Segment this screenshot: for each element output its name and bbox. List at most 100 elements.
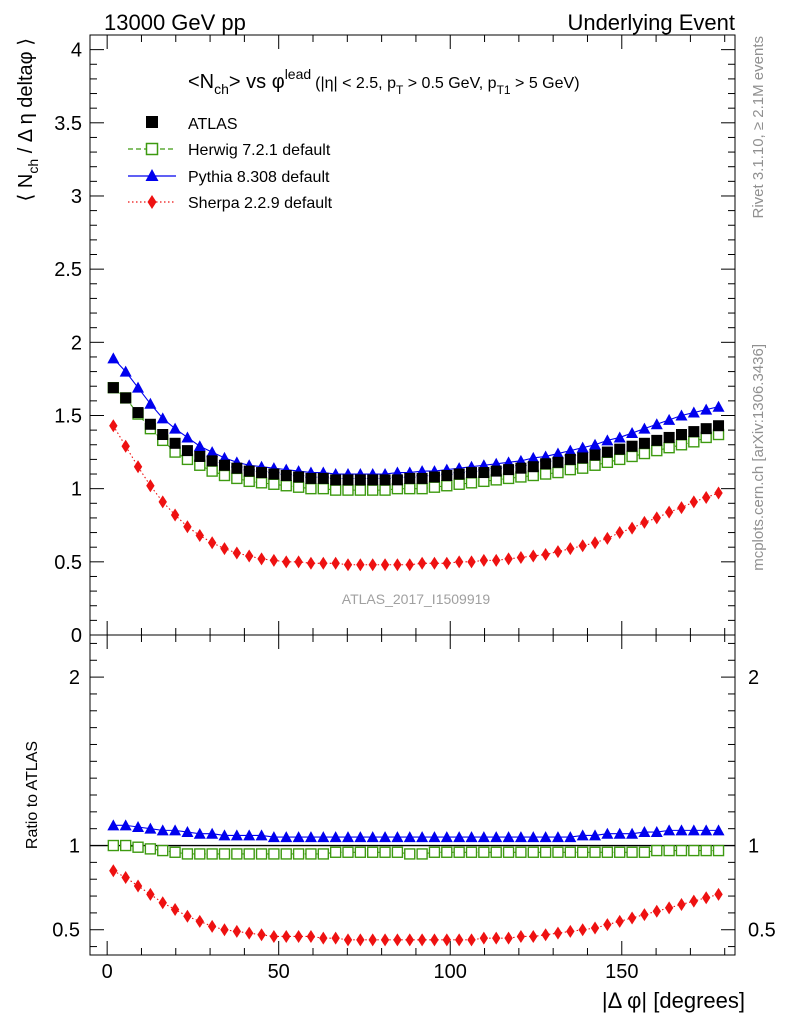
ratio-axis-ticks: 0 50 100 150 0.5 0.5 1 1 2 2 xyxy=(52,635,776,983)
data-point-atlas xyxy=(626,440,638,452)
data-point-sherpa xyxy=(652,904,661,918)
data-point-atlas xyxy=(700,423,712,435)
data-point-pythia xyxy=(440,831,453,843)
data-point-pythia xyxy=(626,427,639,439)
data-point-sherpa xyxy=(380,933,390,947)
data-point-sherpa xyxy=(504,931,513,945)
data-point-atlas xyxy=(367,474,379,486)
data-point-sherpa xyxy=(343,933,353,947)
data-point-sherpa xyxy=(207,919,217,933)
data-point-pythia xyxy=(527,451,540,463)
data-point-atlas xyxy=(268,468,280,480)
data-point-pythia xyxy=(712,824,725,836)
data-point-atlas xyxy=(218,459,230,471)
data-point-pythia xyxy=(181,826,194,838)
data-point-pythia xyxy=(354,831,367,843)
data-point-sherpa xyxy=(603,531,612,545)
data-point-herwig xyxy=(132,841,144,853)
data-point-sherpa xyxy=(590,536,600,550)
data-point-herwig xyxy=(169,846,181,858)
ylabel-ch-sub: ch xyxy=(25,159,41,174)
data-point-pythia xyxy=(638,826,651,838)
data-point-herwig xyxy=(243,475,255,488)
data-point-atlas xyxy=(206,455,218,467)
data-point-pythia xyxy=(119,365,132,377)
data-point-herwig xyxy=(305,848,317,860)
data-point-pythia xyxy=(502,831,515,843)
legend-marker-herwig xyxy=(145,142,159,156)
data-point-herwig xyxy=(119,839,132,852)
data-point-herwig xyxy=(478,846,490,858)
data-point-herwig xyxy=(243,848,255,860)
data-point-atlas xyxy=(280,469,292,481)
data-point-herwig xyxy=(416,482,428,495)
data-point-herwig xyxy=(626,846,638,858)
data-point-pythia xyxy=(613,431,626,443)
data-point-herwig xyxy=(539,468,552,480)
data-point-sherpa xyxy=(652,511,661,525)
data-point-pythia xyxy=(514,831,527,843)
ratio-line-pythia xyxy=(113,824,719,838)
data-point-herwig xyxy=(329,846,342,858)
data-point-sherpa xyxy=(393,558,402,572)
data-point-herwig xyxy=(354,484,367,496)
legend-item-pythia: Pythia 8.308 default xyxy=(128,169,330,186)
data-point-pythia xyxy=(366,831,379,843)
ratio-series-sherpa xyxy=(109,864,723,947)
main-y-tick-label: 1 xyxy=(71,479,82,501)
data-point-herwig xyxy=(441,480,453,492)
data-point-herwig xyxy=(329,484,342,496)
data-point-pythia xyxy=(650,826,663,838)
data-point-sherpa xyxy=(257,928,266,942)
data-point-sherpa xyxy=(714,486,723,500)
data-point-pythia xyxy=(304,831,317,843)
ratio-y-tick-label: 1 xyxy=(69,836,80,858)
data-point-herwig xyxy=(502,846,515,858)
data-point-sherpa xyxy=(442,556,452,570)
data-point-herwig xyxy=(428,846,441,858)
data-point-atlas xyxy=(144,418,156,430)
title-ch-sub: ch xyxy=(214,81,229,97)
data-point-sherpa xyxy=(294,555,303,569)
data-point-sherpa xyxy=(282,555,291,569)
data-point-sherpa xyxy=(121,439,130,453)
data-point-sherpa xyxy=(393,933,402,947)
data-point-pythia xyxy=(132,821,145,832)
main-series-layer xyxy=(107,352,725,572)
legend: ATLAS Herwig 7.2.1 default Pythia 8.308 … xyxy=(128,116,333,212)
data-point-herwig xyxy=(688,436,700,448)
data-point-atlas xyxy=(293,471,305,483)
data-point-atlas xyxy=(651,434,663,446)
main-plot-frame xyxy=(89,34,736,636)
data-point-pythia xyxy=(564,444,577,456)
data-point-herwig xyxy=(416,848,428,860)
data-point-sherpa xyxy=(689,495,699,509)
data-point-herwig xyxy=(552,846,564,858)
data-point-sherpa xyxy=(183,520,192,534)
data-point-atlas xyxy=(256,467,268,479)
data-point-herwig xyxy=(391,846,404,858)
data-point-pythia xyxy=(342,831,354,843)
data-point-atlas xyxy=(317,472,329,484)
data-point-pythia xyxy=(267,831,280,843)
data-point-sherpa xyxy=(615,914,624,928)
data-point-pythia xyxy=(564,831,577,843)
data-point-pythia xyxy=(193,440,206,452)
data-point-atlas xyxy=(614,443,626,455)
main-line-herwig xyxy=(112,387,719,491)
data-point-sherpa xyxy=(109,864,118,878)
data-point-herwig xyxy=(614,453,626,466)
data-point-herwig xyxy=(268,848,280,860)
data-point-pythia xyxy=(601,434,614,446)
data-point-sherpa xyxy=(492,931,501,945)
data-point-atlas xyxy=(441,469,453,481)
data-point-pythia xyxy=(218,829,231,841)
x-tick-label: 100 xyxy=(434,961,467,983)
data-point-sherpa xyxy=(232,546,242,560)
data-point-herwig xyxy=(268,478,280,490)
data-point-herwig xyxy=(712,844,725,857)
data-point-herwig xyxy=(453,846,465,858)
data-point-pythia xyxy=(700,403,713,415)
data-point-sherpa xyxy=(603,918,612,932)
data-point-sherpa xyxy=(269,929,279,943)
